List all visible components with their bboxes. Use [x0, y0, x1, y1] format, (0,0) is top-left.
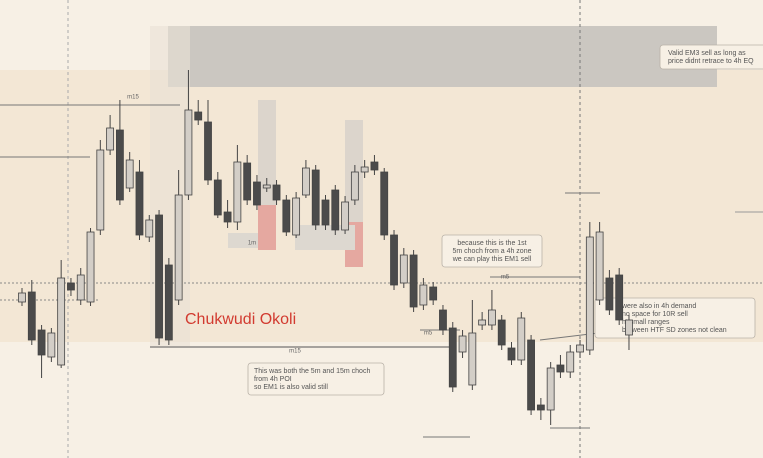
- note-text: Valid EM3 sell as long as: [668, 50, 746, 57]
- candle-body: [380, 171, 389, 236]
- candle-body: [576, 344, 584, 353]
- candle-body: [76, 274, 85, 301]
- candle-body: [546, 367, 555, 411]
- candle-body: [37, 329, 46, 356]
- candle-body: [292, 197, 301, 236]
- candle-body: [262, 184, 271, 189]
- shade: [258, 100, 276, 205]
- watermark: Chukwudi Okoli: [185, 311, 296, 328]
- candle-body: [331, 189, 340, 231]
- candle-body: [429, 286, 438, 301]
- note-text: we can play this EM1 sell: [452, 256, 532, 263]
- candle-body: [439, 309, 447, 331]
- note-text: were also in 4h demand: [621, 303, 696, 310]
- range-box: [228, 233, 258, 248]
- candle-body: [468, 332, 477, 386]
- candle-body: [18, 292, 26, 303]
- candle-body: [507, 347, 516, 361]
- level-label: m15: [289, 349, 301, 355]
- candle-body: [419, 284, 428, 306]
- candle-body: [194, 111, 203, 121]
- candle-body: [448, 327, 457, 388]
- candle-body: [67, 282, 75, 291]
- candle-body: [233, 161, 242, 223]
- note-text: so EM1 is also valid still: [254, 384, 328, 391]
- candles-front: [585, 222, 633, 355]
- candle-body: [536, 404, 545, 411]
- candle-body: [556, 364, 565, 373]
- candle-body: [213, 179, 222, 216]
- candle-body: [517, 317, 526, 361]
- candle-body: [350, 171, 359, 201]
- candle-body: [595, 231, 604, 301]
- level-label: m5: [424, 331, 433, 337]
- candle-body: [96, 149, 105, 231]
- poi-box: [258, 205, 276, 250]
- candle-body: [155, 214, 163, 339]
- candles: [18, 70, 584, 425]
- candle-body: [527, 339, 535, 411]
- note-text: ht small ranges: [622, 319, 670, 326]
- candle-body: [184, 109, 193, 196]
- candle-body: [302, 167, 310, 196]
- candle-body: [321, 199, 330, 226]
- candle-body: [243, 162, 252, 201]
- candle-body: [174, 194, 183, 301]
- candle-body: [57, 277, 66, 366]
- candle-body: [86, 231, 95, 303]
- level-label: m15: [127, 95, 139, 101]
- note-box: [247, 362, 385, 396]
- level-label: 1m: [248, 241, 256, 247]
- candle-body: [585, 236, 594, 351]
- note-text: between HTF SD zones not clean: [622, 327, 727, 334]
- note-text: from 4h POI: [254, 376, 292, 383]
- candle-body: [145, 219, 154, 238]
- candle-body: [164, 264, 173, 341]
- candle-body: [566, 351, 575, 373]
- candle-body: [27, 291, 36, 341]
- note-text: price didnt retrace to 4h EQ: [668, 58, 754, 65]
- candle-body: [605, 277, 614, 311]
- candle-body: [458, 335, 467, 353]
- candle-body: [204, 121, 212, 181]
- note-text: 5m choch from a 4h zone: [453, 248, 532, 255]
- candle-body: [125, 159, 134, 189]
- note-box: [594, 297, 756, 339]
- supply-zone: [168, 26, 717, 87]
- note-text: This was both the 5m and 15m choch: [254, 368, 370, 375]
- candle-body: [47, 332, 56, 358]
- candle-body: [488, 309, 496, 326]
- candle-body: [272, 184, 281, 201]
- candle-body: [223, 211, 232, 223]
- candle-body: [360, 166, 369, 173]
- candle-body: [311, 169, 320, 226]
- candle-body: [106, 127, 115, 151]
- candle-body: [497, 319, 506, 346]
- candle-body: [116, 129, 124, 201]
- candle-body: [370, 161, 379, 171]
- candle-body: [253, 181, 261, 206]
- candle-body: [135, 171, 144, 236]
- note-box: [441, 234, 543, 268]
- candle-body: [409, 254, 418, 308]
- note-text: because this is the 1st: [457, 240, 526, 247]
- candle-body: [478, 319, 487, 326]
- candle-body: [282, 199, 291, 233]
- candle-body: [615, 274, 624, 321]
- candle-body: [341, 201, 349, 231]
- candle-body: [390, 234, 398, 286]
- candle-body: [625, 319, 633, 336]
- level-label: m5: [501, 275, 510, 281]
- note-text: no space for 10R sell: [622, 311, 688, 318]
- candle-body: [399, 254, 408, 284]
- note-box: [659, 44, 763, 70]
